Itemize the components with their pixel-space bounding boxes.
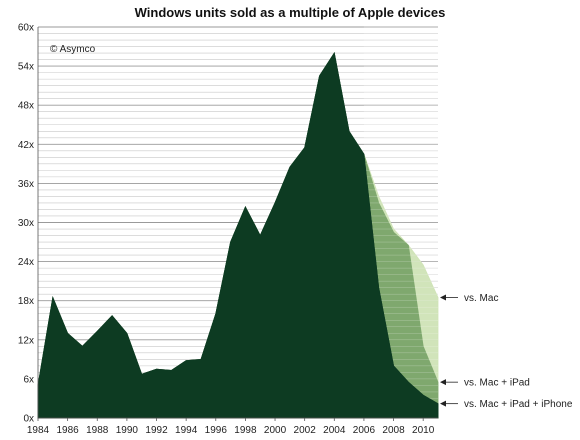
x-tick-label: 1990: [116, 425, 139, 436]
annotation-vs-mac: vs. Mac: [464, 293, 498, 304]
annotation-vs-mac-ipad-iphone: vs. Mac + iPad + iPhone: [464, 399, 573, 410]
x-tick-label: 1996: [205, 425, 228, 436]
x-tick-label: 1988: [86, 425, 109, 436]
x-tick-label: 2000: [264, 425, 287, 436]
y-tick-label: 30x: [18, 218, 34, 229]
chart-title: Windows units sold as a multiple of Appl…: [135, 5, 446, 20]
arrowhead: [440, 400, 446, 407]
plot-areas: [37, 26, 439, 419]
y-tick-labels: 0x 6x 12x 18x 24x 30x 36x 42x 48x 54x 60x: [18, 23, 34, 425]
x-tick-label: 1986: [57, 425, 80, 436]
x-tick-label: 1998: [234, 425, 257, 436]
y-tick-label: 0x: [23, 414, 34, 425]
arrowhead: [440, 294, 446, 301]
x-tick-labels: 1984 1986 1988 1990 1992 1994 1996 1998 2000 2002…: [27, 418, 435, 436]
y-tick-label: 6x: [23, 374, 34, 385]
x-tick-label: 2006: [353, 425, 376, 436]
x-tick-label: 2004: [323, 425, 346, 436]
y-tick-label: 36x: [18, 179, 34, 190]
y-tick-label: 42x: [18, 140, 34, 151]
arrowhead: [440, 379, 446, 386]
y-tick-label: 24x: [18, 257, 34, 268]
x-tick-label: 1994: [175, 425, 198, 436]
series-vs-mac-ipad-iphone-front: [37, 52, 439, 419]
x-tick-label: 2010: [412, 425, 435, 436]
y-tick-label: 48x: [18, 101, 34, 112]
credit-label: © Asymco: [50, 44, 96, 55]
y-tick-label: 54x: [18, 62, 34, 73]
x-tick-label: 1984: [27, 425, 50, 436]
y-tick-label: 18x: [18, 296, 34, 307]
x-tick-label: 2002: [294, 425, 317, 436]
annotations: vs. Mac vs. Mac + iPad vs. Mac + iPad + iP…: [440, 293, 573, 410]
x-tick-label: 1992: [145, 425, 168, 436]
x-tick-label: 2008: [382, 425, 405, 436]
axes: [37, 27, 438, 419]
y-tick-label: 12x: [18, 335, 34, 346]
annotation-vs-mac-ipad: vs. Mac + iPad: [464, 378, 530, 389]
y-tick-label: 60x: [18, 23, 34, 34]
